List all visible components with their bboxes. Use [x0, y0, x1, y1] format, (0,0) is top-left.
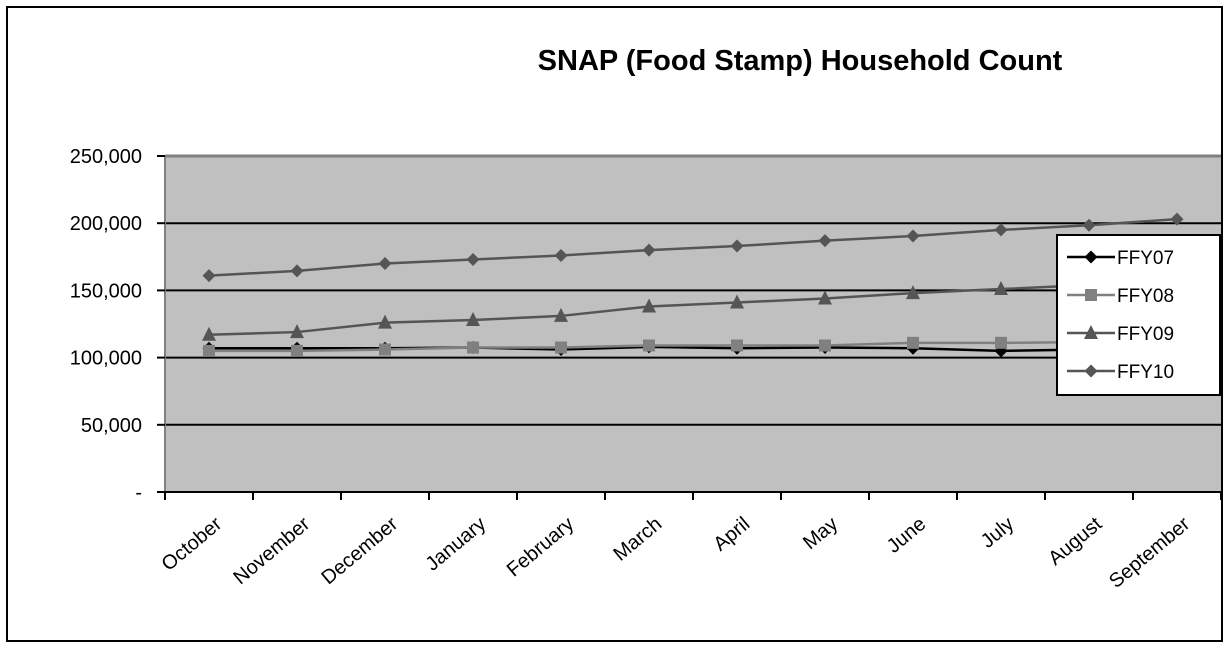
y-tick-label: 50,000 [81, 415, 142, 437]
data-point [906, 229, 920, 243]
x-tick-label: November [229, 513, 314, 589]
x-tick-label: February [503, 513, 578, 581]
data-point [731, 339, 743, 352]
series-line [209, 345, 1178, 353]
x-tick-label: December [317, 513, 402, 589]
y-tick-label: 100,000 [70, 348, 142, 370]
data-point [379, 343, 391, 356]
data-point [1170, 212, 1184, 226]
data-point [378, 257, 392, 271]
series-line [208, 279, 1178, 337]
legend-label: FFY08 [1117, 286, 1174, 307]
data-point [555, 341, 567, 354]
data-point [818, 234, 832, 248]
data-point [466, 252, 480, 266]
legend-marker [1084, 364, 1098, 378]
data-point [290, 324, 304, 339]
y-tick-label: 200,000 [70, 213, 142, 235]
y-axis-ticks: - 50,000 100,000 150,000 200,000 250,000 [70, 146, 165, 504]
legend-label: FFY09 [1117, 324, 1174, 345]
data-point [202, 326, 216, 341]
legend-label: FFY07 [1117, 248, 1174, 269]
data-point [378, 314, 392, 329]
gridlines [165, 154, 1221, 426]
legend-box [1056, 234, 1221, 396]
chart-title: SNAP (Food Stamp) Household Count [538, 45, 1063, 77]
data-point [995, 336, 1007, 349]
data-point [818, 290, 832, 305]
series-line [209, 340, 1178, 353]
x-tick-label: June [883, 513, 930, 558]
data-point [554, 307, 568, 322]
data-point [1082, 218, 1096, 232]
y-tick-label: 250,000 [70, 146, 142, 168]
data-point [643, 339, 655, 352]
y-tick-label: - [135, 482, 142, 504]
x-tick-label: March [609, 513, 666, 566]
x-tick-label: August [1044, 513, 1106, 570]
x-tick-label: January [422, 513, 491, 576]
data-point [819, 339, 831, 352]
x-tick-label: September [1105, 513, 1194, 593]
x-tick-label: April [709, 513, 754, 556]
legend-marker [1084, 250, 1098, 264]
plot-area [165, 156, 1221, 492]
data-point [906, 285, 920, 300]
legend-marker [1084, 325, 1098, 339]
data-point [642, 243, 656, 257]
series-ffy10 [202, 212, 1184, 283]
x-tick-label: October [158, 513, 227, 576]
y-tick-label: 150,000 [70, 280, 142, 302]
legend-marker [1085, 289, 1097, 301]
data-point [202, 269, 216, 283]
data-point [290, 264, 304, 278]
data-point [467, 341, 479, 354]
data-point [730, 239, 744, 253]
data-point [554, 248, 568, 262]
x-tick-label: May [799, 513, 842, 554]
legend: FFY07 FFY08 FFY09 FFY10 [1056, 234, 1221, 396]
x-axis-ticks: October November December January February Ma… [158, 492, 1222, 593]
data-point [994, 223, 1008, 237]
data-point [291, 344, 303, 357]
data-point [642, 298, 656, 313]
data-point [730, 294, 744, 309]
series-line [208, 217, 1178, 277]
x-tick-label: July [977, 513, 1018, 553]
legend-label: FFY10 [1117, 362, 1174, 383]
data-point [203, 344, 215, 357]
data-point [907, 336, 919, 349]
data-point [466, 311, 480, 326]
data-point [994, 281, 1008, 296]
